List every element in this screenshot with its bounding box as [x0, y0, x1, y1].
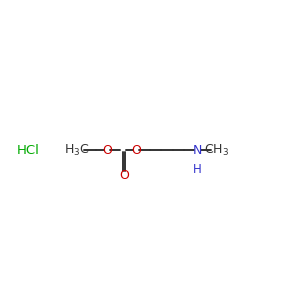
- Text: HCl: HCl: [17, 143, 40, 157]
- Text: O: O: [131, 143, 141, 157]
- Text: N: N: [193, 143, 202, 157]
- Text: O: O: [119, 169, 129, 182]
- Text: O: O: [102, 143, 112, 157]
- Text: $\mathregular{CH_3}$: $\mathregular{CH_3}$: [204, 142, 229, 158]
- Text: $\mathregular{H_3C}$: $\mathregular{H_3C}$: [64, 142, 90, 158]
- Text: H: H: [193, 164, 202, 176]
